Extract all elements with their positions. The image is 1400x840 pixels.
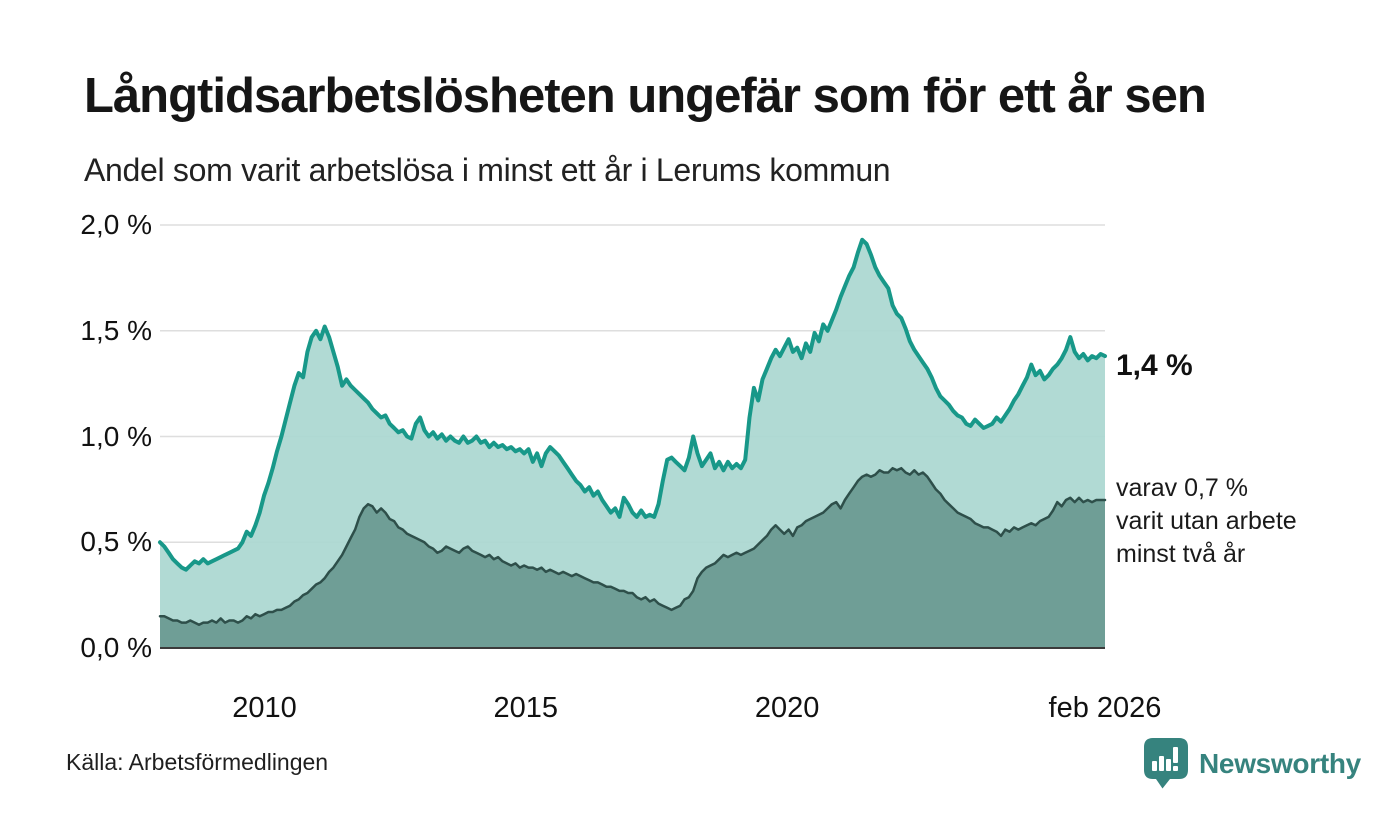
y-tick-label: 0,0 % bbox=[80, 632, 152, 663]
chart-subtitle: Andel som varit arbetslösa i minst ett å… bbox=[84, 152, 891, 188]
y-tick-label: 0,5 % bbox=[80, 526, 152, 558]
secondary-value-label: varav 0,7 % varit utan arbete minst två … bbox=[1116, 474, 1297, 568]
y-tick-label: 1,5 % bbox=[80, 314, 152, 346]
newsworthy-icon bbox=[1144, 738, 1188, 789]
x-tick-label: 2020 bbox=[754, 692, 820, 724]
source-note: Källa: Arbetsförmedlingen bbox=[66, 749, 329, 775]
chart-title: Långtidsarbetslösheten ungefär som för e… bbox=[84, 69, 1207, 123]
newsworthy-wordmark: Newsworthy bbox=[1199, 748, 1361, 779]
x-tick-label: 2015 bbox=[493, 692, 559, 724]
area-unemployed-two-years bbox=[160, 468, 1105, 648]
latest-value-label: 1,4 % bbox=[1116, 349, 1193, 382]
line-unemployed-one-year bbox=[158, 237, 1107, 572]
line-unemployed-two-years bbox=[158, 466, 1107, 626]
x-tick-label: 2010 bbox=[232, 692, 297, 724]
x-tick-label: feb 2026 bbox=[1048, 692, 1162, 724]
y-tick-label: 1,0 % bbox=[80, 420, 152, 452]
newsworthy-logo[interactable]: Newsworthy bbox=[1143, 738, 1361, 790]
y-tick-label: 2,0 % bbox=[80, 209, 152, 240]
